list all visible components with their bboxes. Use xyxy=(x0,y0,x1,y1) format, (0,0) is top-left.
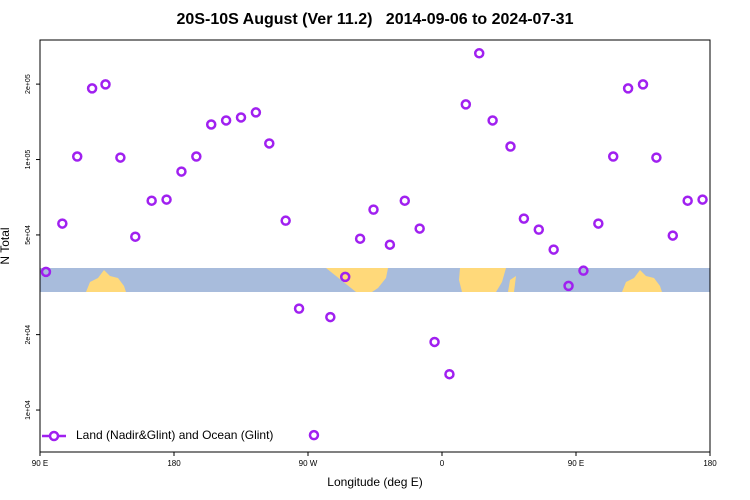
point xyxy=(697,194,708,205)
land xyxy=(86,270,126,292)
plot-frame xyxy=(39,39,711,453)
point xyxy=(444,368,455,380)
x-tick-label: 180 xyxy=(167,459,181,468)
point xyxy=(637,79,649,90)
point xyxy=(384,239,396,250)
point xyxy=(40,266,52,278)
point xyxy=(548,244,559,255)
point xyxy=(308,429,320,441)
point xyxy=(473,48,485,59)
point xyxy=(414,223,425,234)
y-tick-label: 1e+05 xyxy=(25,150,32,170)
x-tick-label: 180 xyxy=(703,459,717,468)
point xyxy=(280,215,291,226)
point xyxy=(563,280,574,292)
point xyxy=(368,204,379,215)
point xyxy=(399,195,411,206)
point xyxy=(250,107,262,118)
point xyxy=(176,166,187,177)
chart-title: 20S-10S August (Ver 11.2) 2014-09-06 to … xyxy=(177,11,574,28)
point xyxy=(607,151,619,162)
x-axis-label: Longitude (deg E) xyxy=(327,475,422,489)
point xyxy=(667,230,679,241)
point xyxy=(115,152,126,163)
y-tick-label: 1e+04 xyxy=(25,400,32,420)
land xyxy=(459,268,516,292)
point xyxy=(264,138,275,149)
legend-marker xyxy=(48,430,60,442)
point xyxy=(505,141,516,152)
point xyxy=(593,218,604,229)
x-tick-label: 0 xyxy=(440,459,445,468)
y-tick-label: 5e+04 xyxy=(25,225,32,245)
point xyxy=(57,218,68,229)
point xyxy=(161,194,172,205)
point xyxy=(651,152,662,163)
point xyxy=(339,271,351,283)
point xyxy=(293,303,305,314)
point xyxy=(100,79,111,90)
x-tick-label: 90 E xyxy=(32,459,48,468)
point xyxy=(146,195,157,206)
legend-label: Land (Nadir&Glint) and Ocean (Glint) xyxy=(76,428,273,442)
y-axis-label: N Total xyxy=(0,227,12,264)
point xyxy=(622,83,634,94)
point xyxy=(354,233,366,244)
point xyxy=(460,99,472,110)
point xyxy=(235,112,247,123)
point xyxy=(682,195,693,206)
point xyxy=(220,115,232,126)
y-tick-label: 2e+04 xyxy=(25,325,32,345)
point xyxy=(130,231,141,242)
point xyxy=(578,265,589,276)
x-tick-label: 90 E xyxy=(568,459,584,468)
point xyxy=(518,213,530,224)
point xyxy=(325,311,336,323)
point xyxy=(71,151,83,162)
point xyxy=(429,336,440,348)
point xyxy=(86,83,98,94)
y-tick-label: 2e+05 xyxy=(25,74,32,94)
point xyxy=(533,224,545,235)
point xyxy=(191,151,202,162)
x-tick-label: 90 W xyxy=(299,459,318,468)
land xyxy=(622,270,662,292)
point xyxy=(487,115,498,126)
map-band xyxy=(40,268,710,292)
point xyxy=(205,119,217,130)
